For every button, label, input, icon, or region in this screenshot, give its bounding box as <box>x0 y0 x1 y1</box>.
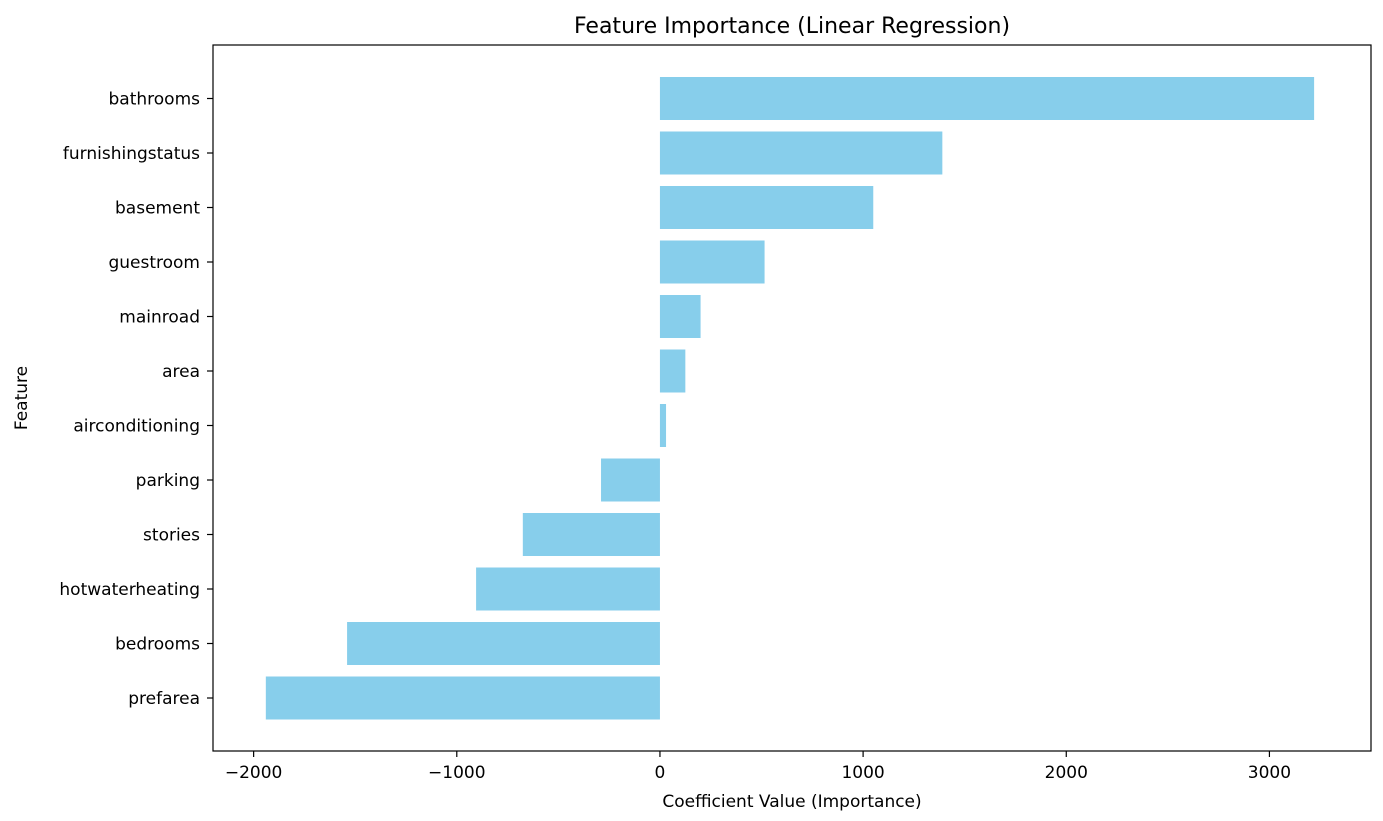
bar-bathrooms <box>659 77 1315 120</box>
bar-guestroom <box>659 240 765 284</box>
x-tick-label: 3000 <box>1248 763 1291 783</box>
bar-bedrooms <box>347 622 660 665</box>
x-axis-ticks: −2000 −1000 0 1000 2000 3000 <box>225 751 1291 783</box>
y-tick-label: prefarea <box>128 689 200 709</box>
y-tick-label: furnishingstatus <box>63 144 200 164</box>
bar-prefarea <box>265 676 660 720</box>
bars-group <box>265 77 1315 720</box>
y-tick-label: stories <box>143 526 200 546</box>
y-tick-label: hotwaterheating <box>59 580 200 600</box>
y-tick-label: bathrooms <box>109 90 201 110</box>
bar-airconditioning <box>659 404 667 447</box>
y-tick-label: bedrooms <box>115 635 200 655</box>
bar-parking <box>601 458 660 502</box>
y-axis-ticks: bathrooms furnishingstatus basement guestro… <box>59 90 213 709</box>
y-tick-label: guestroom <box>108 253 200 273</box>
bar-mainroad <box>659 295 701 338</box>
bar-furnishingstatus <box>659 131 943 175</box>
bar-stories <box>522 513 660 556</box>
y-tick-label: parking <box>136 471 200 491</box>
y-tick-label: area <box>162 362 200 382</box>
y-tick-label: airconditioning <box>73 417 200 437</box>
chart-title: Feature Importance (Linear Regression) <box>574 14 1010 39</box>
x-tick-label: −1000 <box>428 763 486 783</box>
bar-area <box>659 349 686 393</box>
x-tick-label: 0 <box>655 763 666 783</box>
x-axis-label: Coefficient Value (Importance) <box>662 792 921 812</box>
bar-hotwaterheating <box>476 567 660 611</box>
y-tick-label: mainroad <box>119 308 200 328</box>
y-axis-label: Feature <box>12 366 32 430</box>
x-tick-label: −2000 <box>225 763 283 783</box>
y-tick-label: basement <box>115 199 200 219</box>
plot-area-frame <box>212 44 1372 752</box>
x-tick-label: 1000 <box>841 763 884 783</box>
x-tick-label: 2000 <box>1045 763 1088 783</box>
bar-basement <box>659 186 874 229</box>
